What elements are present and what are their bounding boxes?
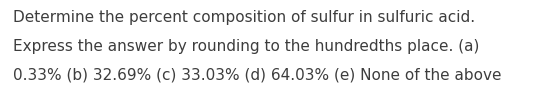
Text: 0.33% (b) 32.69% (c) 33.03% (d) 64.03% (e) None of the above: 0.33% (b) 32.69% (c) 33.03% (d) 64.03% (… — [13, 68, 502, 83]
Text: Express the answer by rounding to the hundredths place. (a): Express the answer by rounding to the hu… — [13, 39, 479, 54]
Text: Determine the percent composition of sulfur in sulfuric acid.: Determine the percent composition of sul… — [13, 10, 475, 25]
